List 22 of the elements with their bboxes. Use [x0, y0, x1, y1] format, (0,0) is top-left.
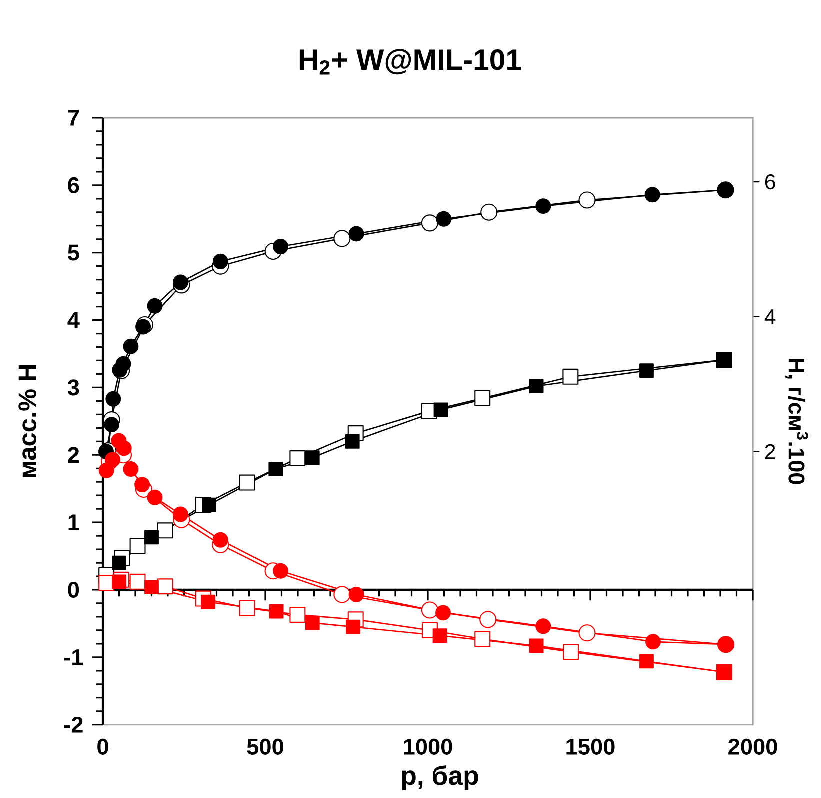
x-axis-title: р, бар — [402, 765, 478, 791]
y-tick-label: 7 — [68, 110, 79, 126]
y-tick-label: 4 — [68, 312, 80, 328]
x-tick-label: 1500 — [566, 738, 615, 755]
y2-tick-label: 2 — [765, 444, 776, 460]
x-tick-label: 0 — [98, 738, 108, 755]
y-tick-label: 2 — [68, 447, 80, 464]
y2-tick-label: 6 — [765, 174, 776, 190]
y-tick-label: 5 — [68, 244, 80, 261]
y-tick-label: 1 — [68, 514, 80, 530]
y-axis-title: масс.% H — [18, 365, 37, 478]
y2-tick-label: 4 — [764, 310, 776, 324]
y-tick-label: -1 — [64, 650, 84, 666]
y2-axis-title: H, г/см$^{3}$.100 — [785, 359, 808, 484]
x-tick-label: 500 — [247, 738, 284, 755]
y-tick-label: 6 — [68, 177, 80, 194]
x-tick-label: 2000 — [728, 738, 778, 755]
y-tick-label: 0 — [68, 582, 80, 598]
x-tick-label: 1000 — [404, 738, 452, 755]
y-tick-label: 3 — [68, 380, 80, 396]
y-tick-label: -2 — [64, 716, 83, 733]
chart-title: H$_{2}$+ W@MIL-101 — [300, 49, 522, 75]
